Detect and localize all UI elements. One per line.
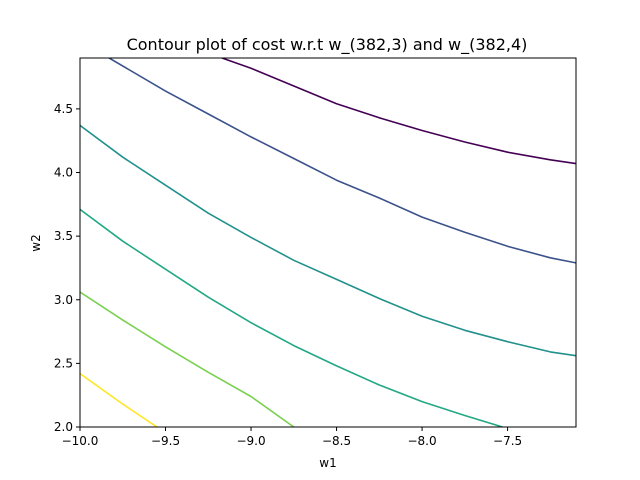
- contour-line-2: [108, 58, 576, 264]
- y-tick-label: 4.5: [54, 102, 73, 116]
- x-tick-label: −9.0: [236, 434, 265, 448]
- contour-line-4: [80, 208, 503, 427]
- contour-line-6: [80, 372, 158, 427]
- y-tick-label: 2.5: [54, 356, 73, 370]
- contour-line-5: [80, 291, 295, 427]
- contour-lines: [80, 58, 576, 427]
- plot-frame: [79, 57, 577, 428]
- x-axis-label: w1: [319, 456, 336, 470]
- contour-line-3: [80, 124, 576, 357]
- chart-title: Contour plot of cost w.r.t w_(382,3) and…: [127, 35, 528, 55]
- y-axis: 2.0 2.5 3.0 3.5 4.0 4.5: [54, 102, 80, 434]
- x-tick-label: −9.5: [151, 434, 180, 448]
- y-tick-label: 2.0: [54, 420, 73, 434]
- y-axis-label: w2: [29, 234, 43, 251]
- contour-line-1: [221, 58, 576, 165]
- x-tick-label: −10.0: [62, 434, 99, 448]
- x-tick-label: −8.0: [407, 434, 436, 448]
- y-tick-label: 4.0: [54, 166, 73, 180]
- x-axis: −10.0 −9.5 −9.0 −8.5 −8.0 −7.5: [62, 427, 522, 448]
- x-tick-label: −8.5: [322, 434, 351, 448]
- y-tick-label: 3.0: [54, 293, 73, 307]
- x-tick-label: −7.5: [493, 434, 522, 448]
- y-tick-label: 3.5: [54, 229, 73, 243]
